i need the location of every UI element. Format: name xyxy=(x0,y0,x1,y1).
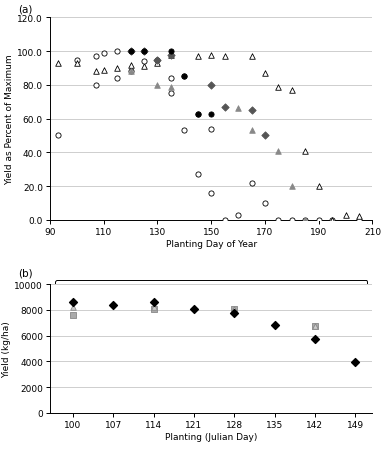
Point xyxy=(248,53,255,61)
Point xyxy=(208,111,214,118)
Point xyxy=(101,50,107,57)
Point xyxy=(302,217,308,224)
Point xyxy=(127,48,134,56)
Point xyxy=(141,48,147,56)
Point xyxy=(55,60,61,67)
Point xyxy=(154,82,161,90)
Point xyxy=(312,323,318,330)
Point xyxy=(181,73,187,81)
Point xyxy=(141,48,147,56)
Point xyxy=(316,183,322,190)
Point xyxy=(168,48,174,56)
Point xyxy=(262,70,268,78)
Point xyxy=(114,75,120,83)
Text: (a): (a) xyxy=(18,4,32,14)
Point xyxy=(271,321,278,329)
Point xyxy=(352,358,358,366)
Y-axis label: Yield as Percent of Maximum: Yield as Percent of Maximum xyxy=(5,54,14,185)
Point xyxy=(302,148,308,155)
Text: (b): (b) xyxy=(18,268,32,278)
Point xyxy=(74,60,80,67)
Point xyxy=(262,200,268,207)
Point xyxy=(127,48,134,56)
Point xyxy=(151,305,157,313)
Point xyxy=(195,171,201,179)
Point xyxy=(222,53,228,61)
Point xyxy=(110,302,116,309)
Point xyxy=(208,126,214,133)
Point xyxy=(154,57,161,64)
X-axis label: Planting (Julian Day): Planting (Julian Day) xyxy=(165,432,257,441)
X-axis label: Planting Day of Year: Planting Day of Year xyxy=(166,239,257,248)
Point xyxy=(101,67,107,74)
Point xyxy=(168,84,174,91)
Point xyxy=(168,52,174,59)
Point xyxy=(262,133,268,140)
Point xyxy=(222,217,228,224)
Point xyxy=(127,68,134,76)
Point xyxy=(231,309,237,317)
Point xyxy=(114,65,120,73)
Point xyxy=(356,213,362,221)
Point xyxy=(231,306,237,313)
Point xyxy=(316,217,322,224)
Point xyxy=(289,183,295,190)
Point xyxy=(127,68,134,76)
Point xyxy=(181,128,187,135)
Legend: Eastern IL modeled, Eastern IL Agronomist, Southern IL modeled, Southern IL Agro: Eastern IL modeled, Eastern IL Agronomis… xyxy=(55,281,367,310)
Point xyxy=(151,304,157,311)
Point xyxy=(74,57,80,64)
Point xyxy=(151,299,157,306)
Point xyxy=(235,212,241,219)
Point xyxy=(289,217,295,224)
Point xyxy=(275,84,281,91)
Point xyxy=(141,48,147,56)
Point xyxy=(181,73,187,81)
Point xyxy=(312,336,318,343)
Point xyxy=(235,106,241,113)
Point xyxy=(329,217,335,224)
Point xyxy=(168,90,174,98)
Point xyxy=(231,305,237,313)
Point xyxy=(195,111,201,118)
Point xyxy=(93,82,99,90)
Point xyxy=(191,305,197,313)
Point xyxy=(302,217,308,224)
Point xyxy=(70,312,76,319)
Point xyxy=(222,104,228,111)
Point xyxy=(141,63,147,71)
Point xyxy=(343,212,349,219)
Point xyxy=(127,62,134,69)
Point xyxy=(114,48,120,56)
Point xyxy=(248,179,255,187)
Point xyxy=(55,133,61,140)
Point xyxy=(195,111,201,118)
Point xyxy=(168,75,174,83)
Point xyxy=(154,60,161,67)
Point xyxy=(93,68,99,76)
Point xyxy=(93,53,99,61)
Point xyxy=(356,217,362,224)
Point xyxy=(195,53,201,61)
Point xyxy=(208,82,214,90)
Point xyxy=(168,52,174,59)
Point xyxy=(70,299,76,306)
Point xyxy=(154,57,161,64)
Point xyxy=(141,58,147,66)
Point xyxy=(275,148,281,155)
Point xyxy=(248,107,255,115)
Point xyxy=(289,87,295,95)
Point xyxy=(248,128,255,135)
Point xyxy=(312,323,318,330)
Point xyxy=(208,190,214,197)
Point xyxy=(208,52,214,59)
Point xyxy=(275,217,281,224)
Point xyxy=(329,217,335,224)
Point xyxy=(70,303,76,311)
Point xyxy=(127,48,134,56)
Y-axis label: Yield (kg/ha): Yield (kg/ha) xyxy=(2,320,12,377)
